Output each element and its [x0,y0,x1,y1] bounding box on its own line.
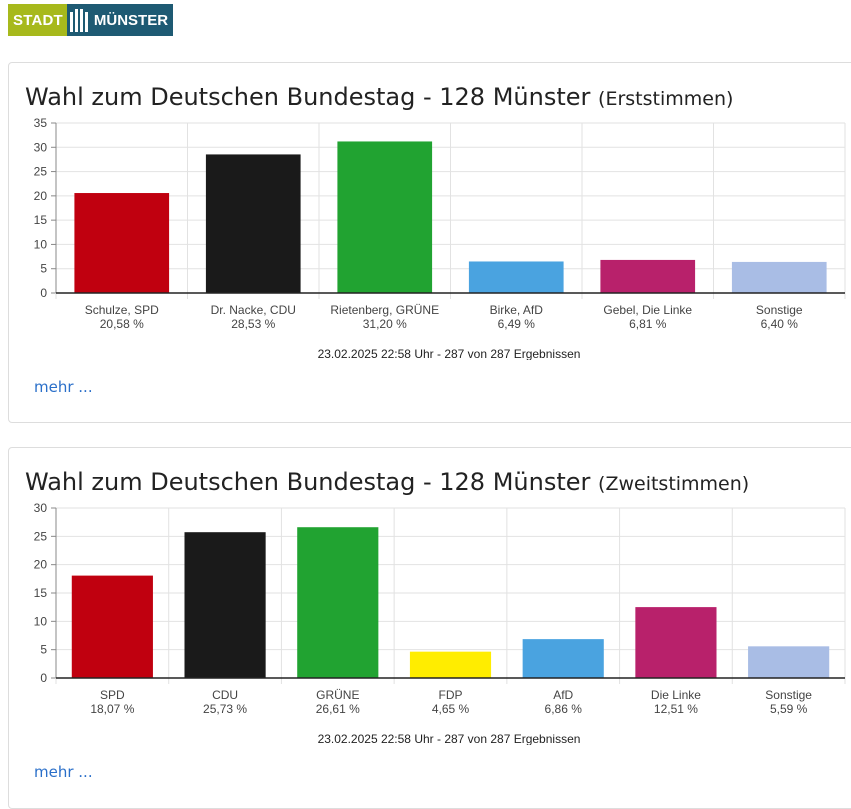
logo-muenster-block: MÜNSTER [66,4,174,36]
bar[interactable] [74,193,170,293]
card-title-text: Wahl zum Deutschen Bundestag - 128 Münst… [25,468,591,496]
bar[interactable] [731,261,827,293]
y-tick-label: 5 [40,643,47,657]
y-tick-label: 0 [40,286,47,300]
bar[interactable] [635,607,717,678]
x-category-label: FDP [439,688,463,702]
y-tick-label: 15 [34,213,48,227]
x-category-label: Gebel, Die Linke [603,303,692,317]
y-tick-label: 15 [34,586,48,600]
x-value-label: 6,40 % [761,317,799,331]
cathedral-icon [69,9,88,32]
x-category-label: Rietenberg, GRÜNE [330,303,439,317]
x-value-label: 25,73 % [203,702,247,716]
logo-stadt: STADT [8,4,67,36]
more-link[interactable]: mehr ... [34,763,93,781]
y-tick-label: 0 [40,671,47,685]
card-title: Wahl zum Deutschen Bundestag - 128 Münst… [25,83,733,111]
x-category-label: SPD [100,688,125,702]
y-tick-label: 10 [34,614,48,628]
x-category-label: Die Linke [651,688,701,702]
bar[interactable] [71,575,153,678]
y-tick-label: 25 [34,529,48,543]
x-value-label: 26,61 % [316,702,360,716]
x-category-label: AfD [553,688,573,702]
x-value-label: 6,49 % [498,317,536,331]
bar[interactable] [205,154,301,293]
y-tick-label: 35 [34,116,48,130]
zweitstimmen-card: Wahl zum Deutschen Bundestag - 128 Münst… [8,447,851,809]
y-tick-label: 30 [34,501,48,515]
x-category-label: Sonstige [765,688,812,702]
y-tick-label: 10 [34,237,48,251]
x-value-label: 5,59 % [770,702,808,716]
y-tick-label: 20 [34,189,48,203]
bar[interactable] [600,259,696,293]
bar[interactable] [297,527,379,678]
card-subtitle: (Erststimmen) [598,88,734,110]
bar[interactable] [337,141,433,293]
bar[interactable] [748,646,830,678]
card-title-text: Wahl zum Deutschen Bundestag - 128 Münst… [25,83,591,111]
chart-footer: 23.02.2025 22:58 Uhr - 287 von 287 Ergeb… [318,347,581,360]
bar[interactable] [184,532,266,678]
x-value-label: 31,20 % [363,317,407,331]
chart-footer: 23.02.2025 22:58 Uhr - 287 von 287 Ergeb… [318,732,581,745]
erststimmen-card: Wahl zum Deutschen Bundestag - 128 Münst… [8,62,851,423]
x-value-label: 12,51 % [654,702,698,716]
x-category-label: CDU [212,688,238,702]
x-category-label: Schulze, SPD [85,303,159,317]
y-tick-label: 5 [40,262,47,276]
x-category-label: Dr. Nacke, CDU [211,303,296,317]
x-category-label: Birke, AfD [490,303,544,317]
x-value-label: 6,81 % [629,317,667,331]
card-subtitle: (Zweitstimmen) [598,473,750,495]
city-logo[interactable]: STADT MÜNSTER [8,4,174,36]
x-value-label: 20,58 % [100,317,144,331]
more-link[interactable]: mehr ... [34,378,93,396]
bar[interactable] [409,651,492,678]
x-value-label: 4,65 % [432,702,470,716]
y-tick-label: 25 [34,165,48,179]
x-category-label: Sonstige [756,303,803,317]
x-value-label: 28,53 % [231,317,275,331]
y-tick-label: 20 [34,558,48,572]
x-value-label: 18,07 % [90,702,134,716]
y-tick-label: 30 [34,140,48,154]
x-value-label: 6,86 % [545,702,583,716]
x-category-label: GRÜNE [316,688,359,702]
bar[interactable] [468,261,564,293]
card-title: Wahl zum Deutschen Bundestag - 128 Münst… [25,468,749,496]
logo-muenster: MÜNSTER [93,11,169,29]
bar[interactable] [522,639,604,678]
